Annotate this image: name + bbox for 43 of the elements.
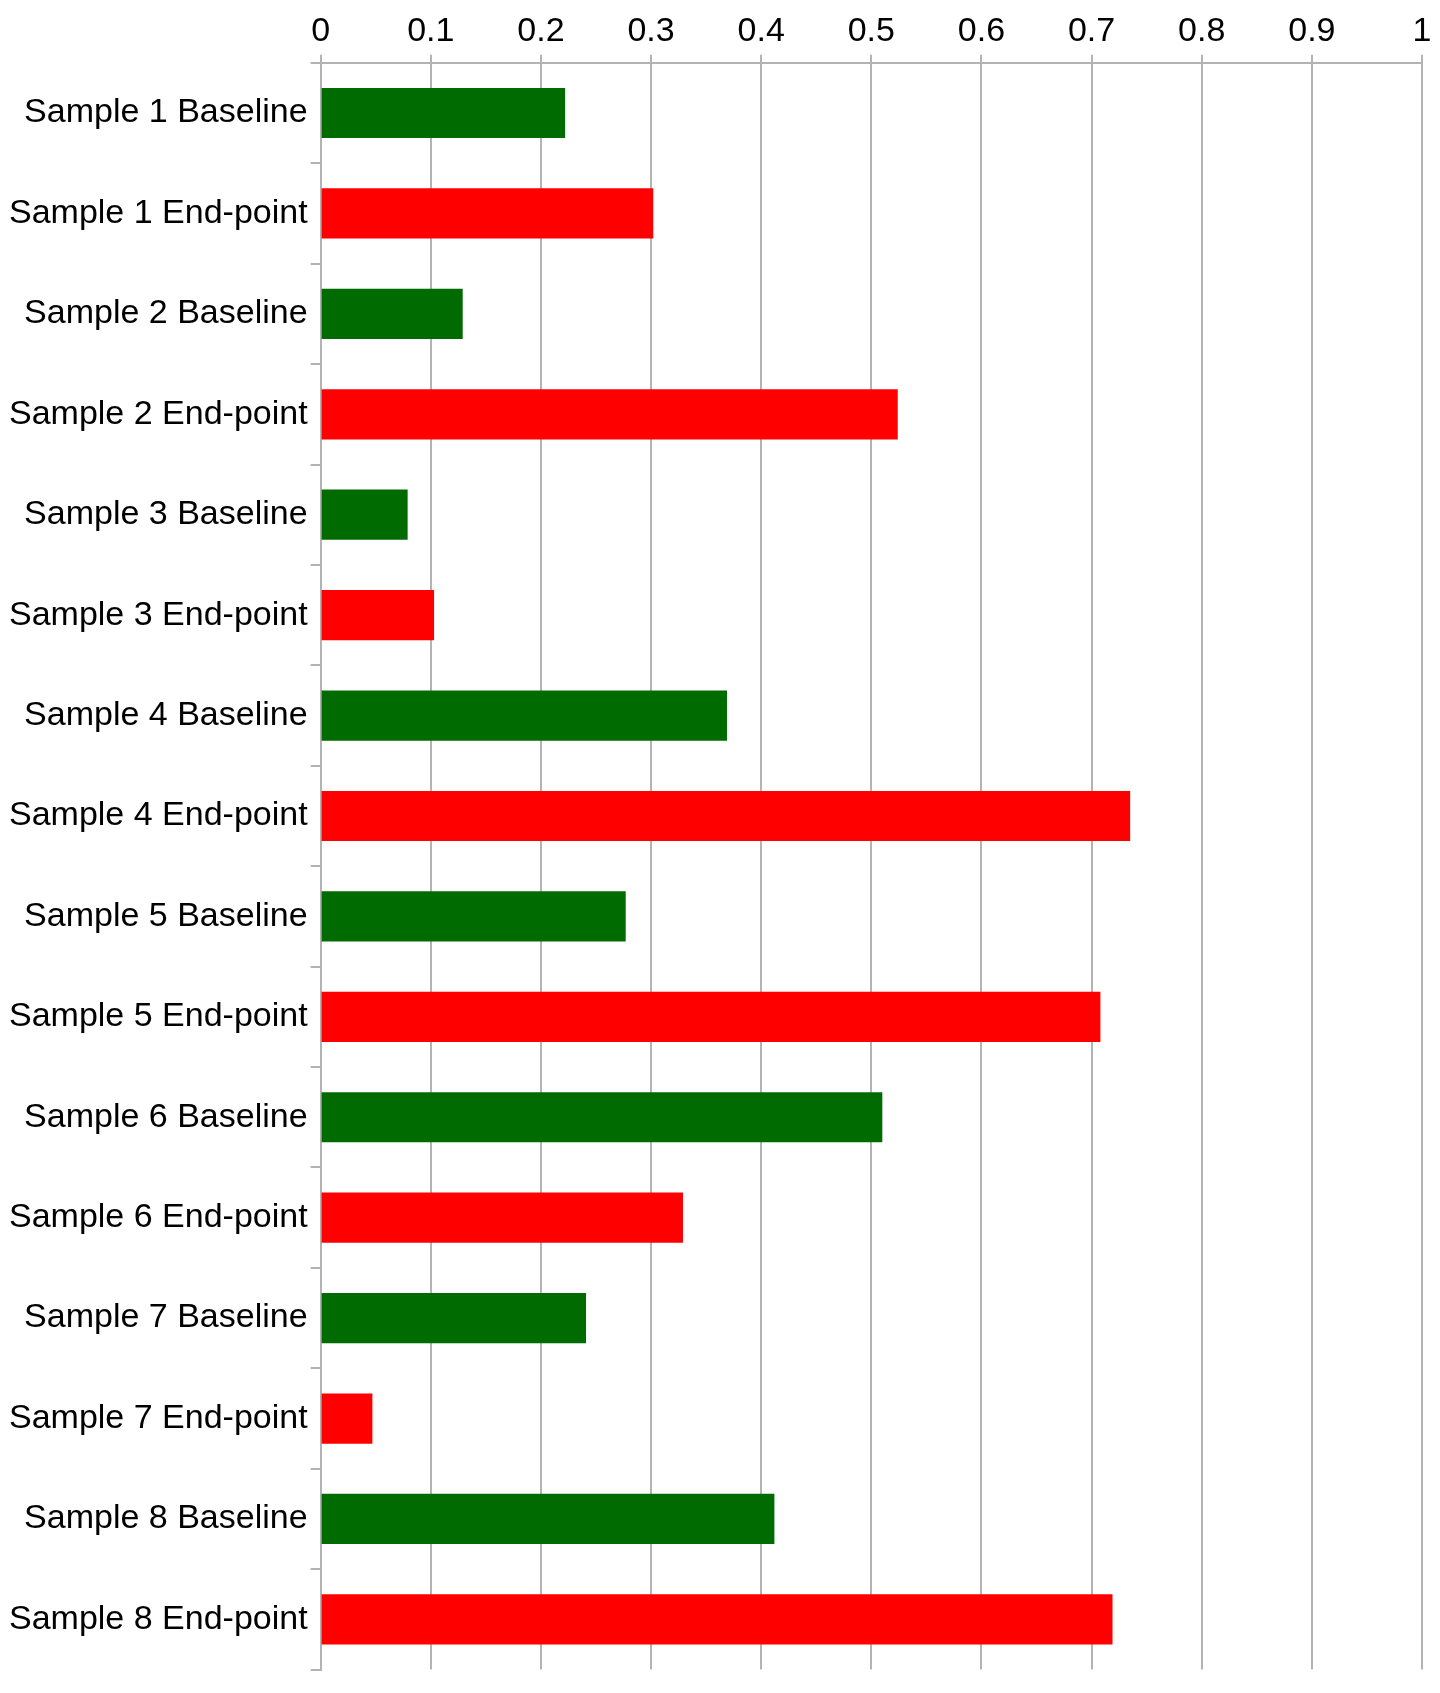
bar [321, 1092, 883, 1143]
y-tick-label: Sample 5 Baseline [24, 894, 308, 933]
bar [321, 1393, 373, 1444]
bar [321, 288, 463, 339]
x-tick-label: 0 [311, 9, 331, 48]
y-tick-label: Sample 3 Baseline [24, 493, 308, 532]
y-tick-label: Sample 8 Baseline [24, 1497, 308, 1536]
bar [321, 590, 435, 641]
y-tick-label: Sample 6 End-point [8, 1196, 309, 1235]
y-tick-label: Sample 1 Baseline [24, 91, 308, 130]
bar [321, 891, 626, 942]
y-tick-label: Sample 6 Baseline [24, 1095, 308, 1134]
y-tick-label: Sample 1 End-point [8, 191, 309, 230]
x-tick-label: 0.5 [847, 9, 895, 48]
y-tick-label: Sample 3 End-point [8, 593, 309, 632]
bar [321, 188, 654, 239]
bar [321, 790, 1131, 842]
x-tick-label: 0.8 [1178, 9, 1226, 48]
bar [321, 389, 898, 440]
bar [321, 1493, 775, 1545]
y-tick-label: Sample 4 Baseline [24, 693, 308, 732]
y-tick-label: Sample 8 End-point [8, 1597, 309, 1636]
bar [321, 489, 408, 540]
y-tick-label: Sample 2 End-point [8, 392, 309, 431]
y-tick-label: Sample 5 End-point [8, 995, 309, 1034]
bar [321, 1192, 683, 1243]
y-tick-label: Sample 7 End-point [8, 1396, 309, 1435]
bar [321, 1293, 587, 1344]
x-tick-label: 0.7 [1067, 9, 1116, 48]
x-tick-label: 1 [1412, 9, 1432, 48]
x-tick-label: 0.1 [407, 9, 455, 48]
bar [321, 690, 728, 741]
x-tick-label: 0.2 [517, 9, 565, 48]
y-tick-label: Sample 7 Baseline [24, 1296, 308, 1335]
x-tick-label: 0.3 [627, 9, 675, 48]
x-tick-label: 0.6 [957, 9, 1006, 48]
bar [321, 1594, 1113, 1645]
y-tick-label: Sample 4 End-point [8, 794, 309, 833]
x-tick-label: 0.4 [737, 9, 785, 48]
bar [321, 87, 566, 139]
bar [321, 991, 1101, 1042]
x-tick-label: 0.9 [1288, 9, 1336, 48]
y-tick-label: Sample 2 Baseline [24, 292, 308, 331]
